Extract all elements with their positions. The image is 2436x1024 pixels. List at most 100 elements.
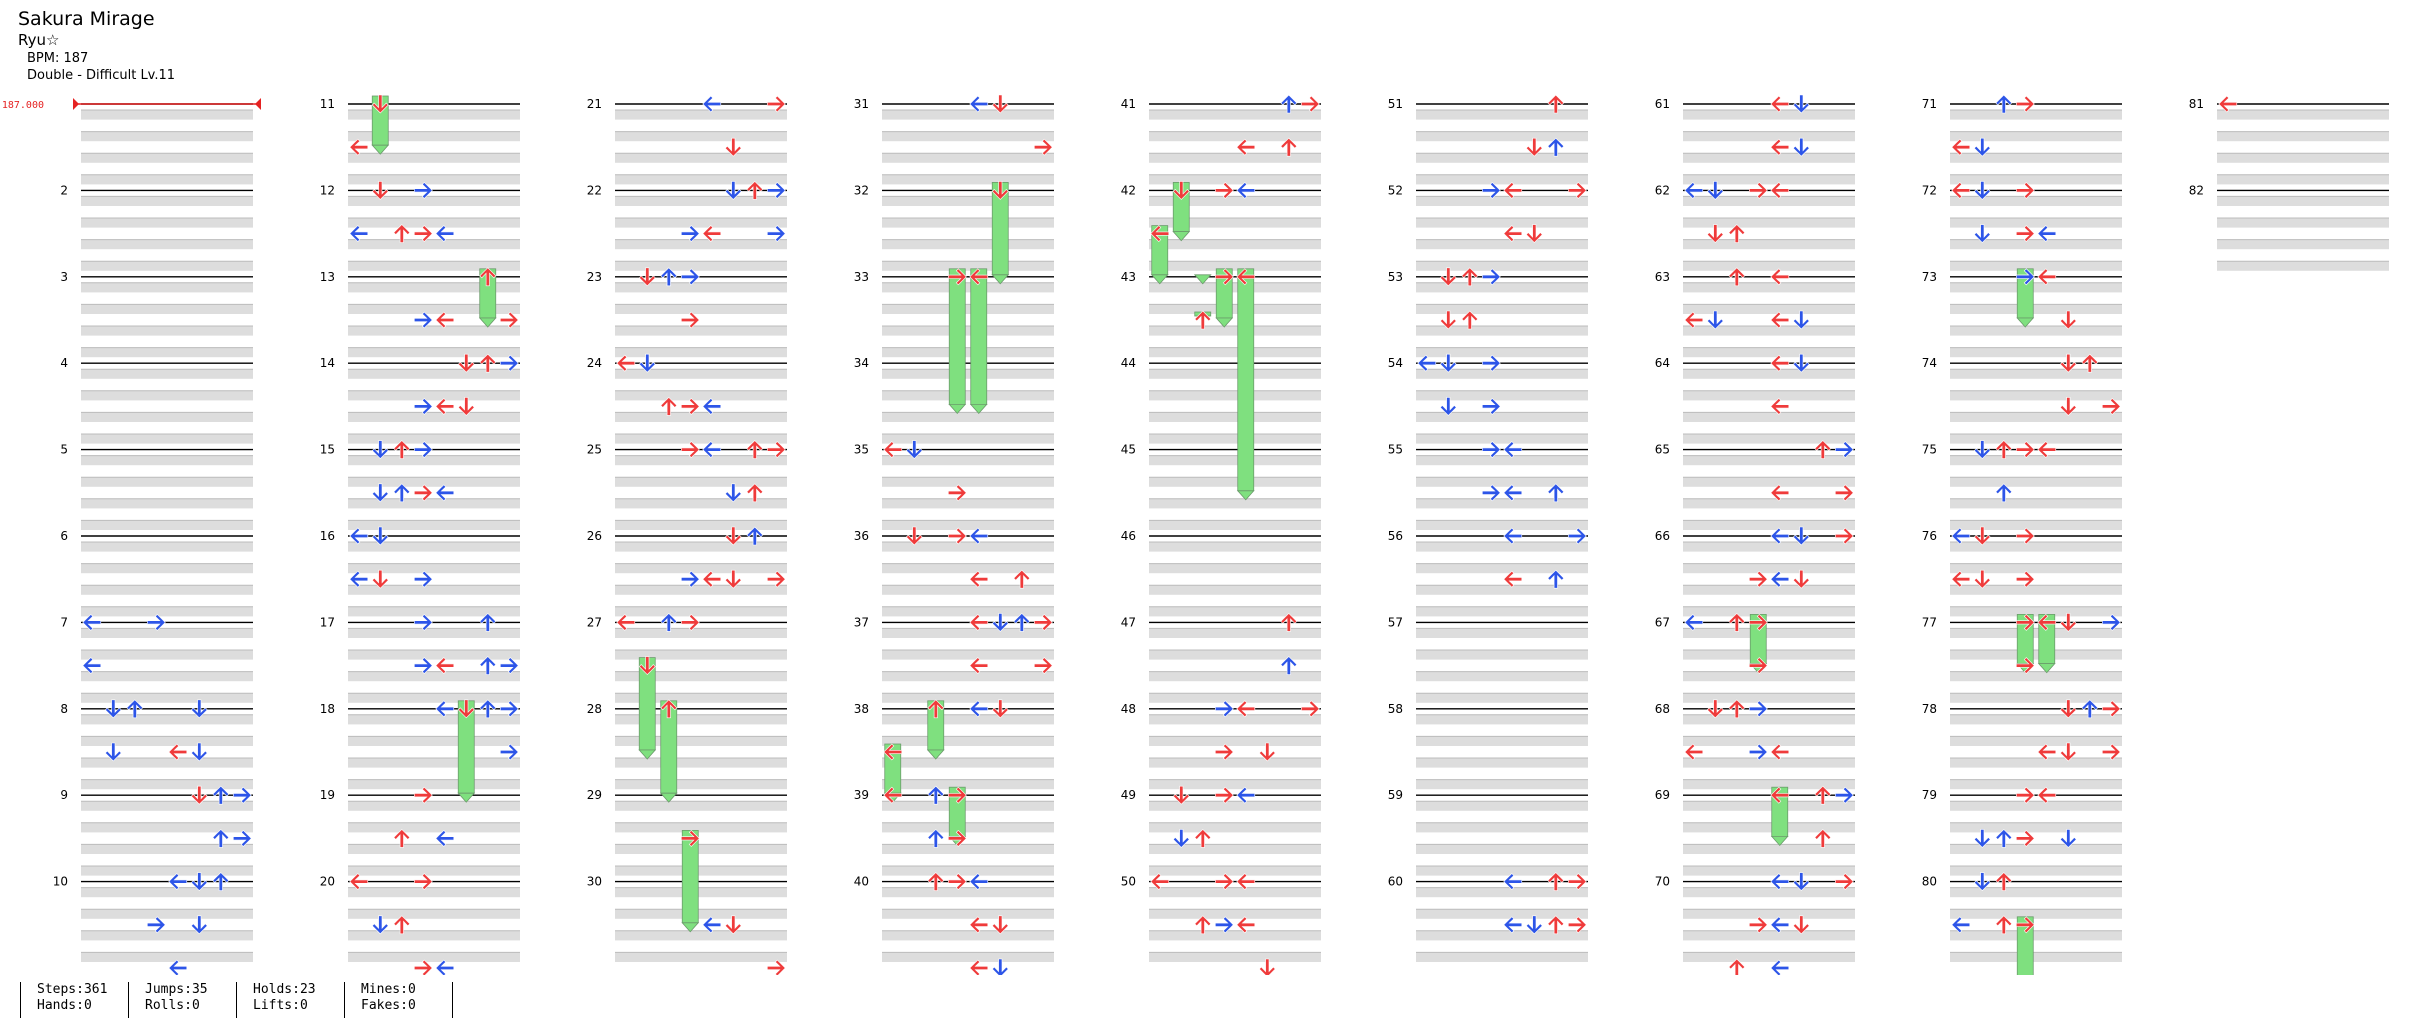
beat-shade xyxy=(81,369,253,379)
beat-shade xyxy=(81,131,253,142)
beat-shade xyxy=(348,779,520,790)
beat-shade xyxy=(348,736,520,746)
beat-shade xyxy=(1950,671,2122,682)
arrow-left-icon xyxy=(616,613,636,631)
arrow-down-icon xyxy=(1973,440,1991,460)
beat-shade xyxy=(882,131,1054,142)
arrow-up-icon xyxy=(746,180,764,200)
beat-shade xyxy=(1683,866,1855,876)
beat-shade xyxy=(1416,455,1588,466)
arrow-down-icon xyxy=(1792,569,1810,589)
arrow-left-icon xyxy=(702,570,722,588)
arrow-down-icon xyxy=(2059,699,2077,719)
beat-shade xyxy=(81,261,253,271)
beat-shade xyxy=(882,736,1054,746)
beat-shade xyxy=(1416,174,1588,185)
measure-label: 37 xyxy=(854,615,869,629)
arrow-right-icon xyxy=(413,959,433,975)
beat-shade xyxy=(2217,153,2389,163)
beat-shade xyxy=(615,304,787,314)
measure-label: 9 xyxy=(60,788,68,802)
arrow-left-icon xyxy=(1684,743,1704,761)
beat-shade xyxy=(81,909,253,919)
beat-shade xyxy=(348,628,520,638)
arrow-up-icon xyxy=(2081,699,2099,719)
beat-shade xyxy=(348,434,520,444)
beat-shade xyxy=(882,563,1054,574)
beat-shade xyxy=(615,736,787,746)
arrow-down-icon xyxy=(1973,526,1991,546)
beat-shade xyxy=(348,930,520,941)
beat-shade xyxy=(1950,779,2122,790)
beat-shade xyxy=(882,498,1054,509)
beat-shade xyxy=(882,282,1054,293)
beat-shade xyxy=(1149,542,1321,552)
arrow-right-icon xyxy=(1482,397,1501,415)
measure-label: 22 xyxy=(587,183,602,197)
arrow-right-icon xyxy=(1835,441,1854,459)
arrow-right-icon xyxy=(2016,95,2035,113)
beat-shade xyxy=(348,952,520,962)
beat-shade xyxy=(348,866,520,876)
beat-shade xyxy=(1416,801,1588,811)
arrow-right-icon xyxy=(766,95,786,113)
arrow-down-icon xyxy=(1792,872,1810,892)
beat-shade xyxy=(1683,412,1855,422)
beat-shade xyxy=(1149,930,1321,941)
arrow-down-icon xyxy=(1706,181,1724,200)
beat-shade xyxy=(2217,131,2389,142)
beat-shade xyxy=(1416,369,1588,379)
arrow-right-icon xyxy=(1749,743,1768,761)
arrow-right-icon xyxy=(1568,873,1587,891)
arrow-up-icon xyxy=(479,353,497,373)
arrow-down-icon xyxy=(905,440,923,460)
beat-shade xyxy=(1416,779,1588,790)
arrow-left-icon xyxy=(1236,873,1256,891)
stats-end-divider xyxy=(452,982,453,1018)
measure-label: 39 xyxy=(854,788,869,802)
beat-shade xyxy=(1149,282,1321,293)
beat-shade xyxy=(1416,326,1588,336)
arrow-down-icon xyxy=(371,440,389,460)
beat-shade xyxy=(348,671,520,682)
beat-shade xyxy=(615,714,787,725)
arrow-left-icon xyxy=(1770,743,1790,761)
arrow-down-icon xyxy=(371,94,389,114)
beat-shade xyxy=(882,693,1054,703)
beat-shade xyxy=(348,326,520,336)
arrow-right-icon xyxy=(2016,441,2035,459)
arrow-up-icon xyxy=(660,699,678,719)
measure-label: 80 xyxy=(1922,875,1937,889)
beat-shade xyxy=(348,131,520,142)
hold-tail xyxy=(1193,274,1212,285)
fakes-count: Fakes:0 xyxy=(361,998,416,1013)
measure-label: 15 xyxy=(320,443,335,457)
measure-label: 49 xyxy=(1121,788,1136,802)
arrow-left-icon xyxy=(1503,873,1523,891)
arrow-down-icon xyxy=(1792,310,1810,330)
beat-shade xyxy=(1416,606,1588,617)
arrow-right-icon xyxy=(1749,916,1768,934)
beat-shade xyxy=(1683,758,1855,768)
beat-shade xyxy=(1416,498,1588,509)
arrow-up-icon xyxy=(1013,612,1031,632)
arrow-right-icon xyxy=(1034,613,1053,631)
beat-shade xyxy=(1149,520,1321,530)
measure-label: 35 xyxy=(854,443,869,457)
beat-shade xyxy=(1950,606,2122,617)
hold-tail xyxy=(1770,836,1789,847)
beat-shade xyxy=(1950,736,2122,746)
beat-shade xyxy=(1950,412,2122,422)
arrow-up-icon xyxy=(1547,872,1565,891)
measure-label: 56 xyxy=(1388,529,1403,543)
beat-shade xyxy=(81,650,253,660)
beat-shade xyxy=(1149,909,1321,919)
beat-shade xyxy=(1950,174,2122,185)
arrow-left-icon xyxy=(435,700,455,718)
beat-shade xyxy=(1950,369,2122,379)
beat-shade xyxy=(1416,650,1588,660)
arrow-right-icon xyxy=(147,916,166,934)
arrow-up-icon xyxy=(393,828,411,848)
measure-label: 36 xyxy=(854,529,869,543)
arrow-up-icon xyxy=(1461,310,1479,330)
